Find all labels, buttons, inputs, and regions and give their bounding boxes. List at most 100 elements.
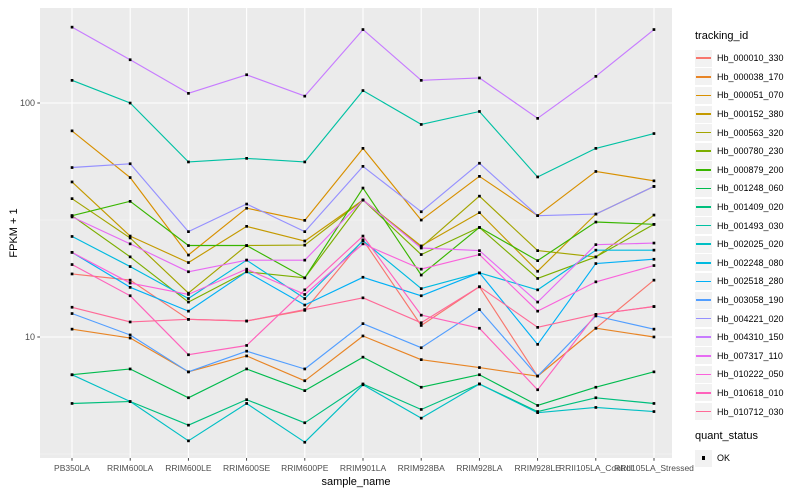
legend-label: Hb_002025_020 bbox=[717, 239, 784, 250]
data-point bbox=[478, 308, 481, 311]
data-point bbox=[536, 300, 539, 304]
data-point bbox=[70, 305, 74, 309]
data-point bbox=[361, 198, 365, 202]
legend-label: Hb_000010_330 bbox=[717, 53, 784, 64]
data-point bbox=[478, 226, 481, 229]
data-point bbox=[536, 388, 539, 392]
data-point bbox=[303, 389, 307, 392]
data-point bbox=[478, 161, 481, 165]
data-point bbox=[128, 320, 132, 324]
data-point bbox=[594, 280, 598, 284]
legend-key-swatch bbox=[695, 403, 712, 421]
legend-key-swatch bbox=[695, 86, 712, 104]
data-point bbox=[594, 248, 598, 252]
data-point bbox=[245, 344, 248, 347]
data-point bbox=[594, 406, 598, 409]
legend-key-line bbox=[696, 187, 711, 190]
data-point bbox=[187, 297, 190, 300]
data-point bbox=[245, 157, 248, 160]
data-point bbox=[70, 166, 74, 169]
data-point bbox=[652, 248, 656, 252]
legend-item: Hb_000780_230 bbox=[695, 142, 799, 161]
legend-key-line bbox=[696, 150, 711, 153]
data-point bbox=[478, 326, 481, 330]
data-point bbox=[652, 410, 656, 413]
data-point bbox=[478, 366, 481, 369]
legend-label: Hb_002518_280 bbox=[717, 276, 784, 287]
x-tick-label: RRIM600LE bbox=[165, 463, 212, 473]
legend-key-swatch bbox=[695, 449, 712, 467]
legend-key-line bbox=[696, 354, 711, 357]
data-point bbox=[128, 58, 132, 62]
x-tick-label: PB350LA bbox=[54, 463, 90, 473]
data-point bbox=[536, 277, 539, 280]
data-point bbox=[187, 370, 190, 374]
legend-label: Hb_001409_020 bbox=[717, 202, 784, 213]
data-point bbox=[361, 355, 365, 359]
legend-key-swatch bbox=[695, 179, 712, 197]
data-point bbox=[187, 318, 190, 321]
data-point bbox=[187, 253, 190, 257]
data-point bbox=[594, 313, 598, 316]
legend-item: Hb_000010_330 bbox=[695, 49, 799, 68]
data-point bbox=[303, 243, 307, 247]
data-point bbox=[361, 239, 365, 242]
legend-label: Hb_007317_110 bbox=[717, 350, 783, 361]
data-point bbox=[478, 253, 481, 256]
data-point bbox=[303, 308, 307, 311]
data-point bbox=[478, 382, 481, 386]
legend-item: Hb_000563_320 bbox=[695, 123, 799, 142]
data-point bbox=[361, 296, 365, 300]
data-point bbox=[478, 249, 481, 252]
legend-item-quant: OK bbox=[695, 449, 799, 468]
data-point bbox=[187, 396, 190, 400]
legend-item: Hb_004221_020 bbox=[695, 309, 799, 328]
data-point bbox=[70, 402, 74, 405]
legend-key-line bbox=[696, 57, 711, 60]
data-point bbox=[303, 379, 307, 383]
legend-key-swatch bbox=[695, 365, 712, 383]
data-point bbox=[128, 367, 132, 371]
data-point bbox=[594, 212, 598, 216]
data-point bbox=[245, 270, 248, 274]
data-point bbox=[478, 285, 481, 289]
data-point bbox=[652, 223, 656, 226]
data-point bbox=[361, 147, 365, 150]
data-point bbox=[594, 255, 598, 259]
data-point bbox=[128, 294, 132, 298]
data-point bbox=[245, 258, 248, 262]
data-point bbox=[536, 259, 539, 262]
data-point bbox=[652, 370, 656, 374]
data-point bbox=[187, 300, 190, 304]
data-point bbox=[594, 314, 598, 318]
data-point bbox=[303, 219, 307, 222]
data-point bbox=[128, 265, 132, 268]
data-point bbox=[303, 440, 307, 444]
data-point bbox=[70, 327, 74, 331]
panel-background bbox=[40, 8, 672, 458]
data-point bbox=[128, 101, 132, 105]
data-point bbox=[70, 251, 74, 254]
data-point bbox=[536, 288, 539, 292]
data-point bbox=[128, 162, 132, 166]
legend-label: Hb_010618_010 bbox=[717, 387, 784, 398]
data-point bbox=[128, 242, 132, 246]
data-point bbox=[128, 400, 132, 403]
data-point bbox=[128, 336, 132, 340]
legend-item: Hb_000152_380 bbox=[695, 105, 799, 124]
legend-key-swatch bbox=[695, 124, 712, 142]
legend-label: Hb_000152_380 bbox=[717, 109, 784, 120]
data-point bbox=[361, 165, 365, 168]
data-point bbox=[478, 194, 481, 198]
data-point bbox=[419, 346, 423, 350]
data-point bbox=[419, 123, 423, 126]
legend-key-line bbox=[696, 243, 711, 246]
data-point bbox=[536, 374, 539, 378]
legend-key-line bbox=[696, 299, 711, 301]
legend-key-line bbox=[696, 336, 711, 338]
data-point bbox=[652, 402, 656, 405]
data-point bbox=[70, 215, 74, 219]
data-point bbox=[303, 297, 307, 300]
legend-item: Hb_010222_050 bbox=[695, 365, 799, 384]
legend-label: Hb_010222_050 bbox=[717, 369, 784, 380]
